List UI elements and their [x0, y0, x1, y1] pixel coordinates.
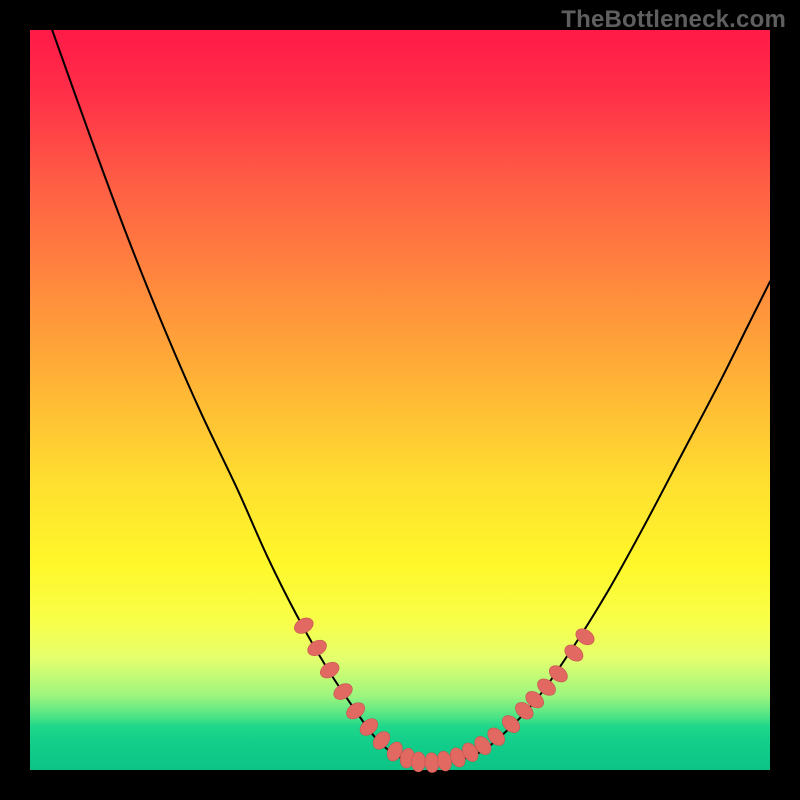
curve-marker: [305, 637, 329, 659]
curve-path: [52, 30, 770, 763]
curve-marker: [292, 615, 316, 637]
curve-marker: [318, 659, 342, 681]
bottleneck-curve: [30, 30, 770, 770]
curve-markers: [292, 615, 598, 773]
curve-marker: [331, 680, 355, 702]
plot-area: [30, 30, 770, 770]
chart-frame: TheBottleneck.com: [0, 0, 800, 800]
curve-marker: [343, 699, 367, 722]
watermark-text: TheBottleneck.com: [561, 6, 786, 34]
